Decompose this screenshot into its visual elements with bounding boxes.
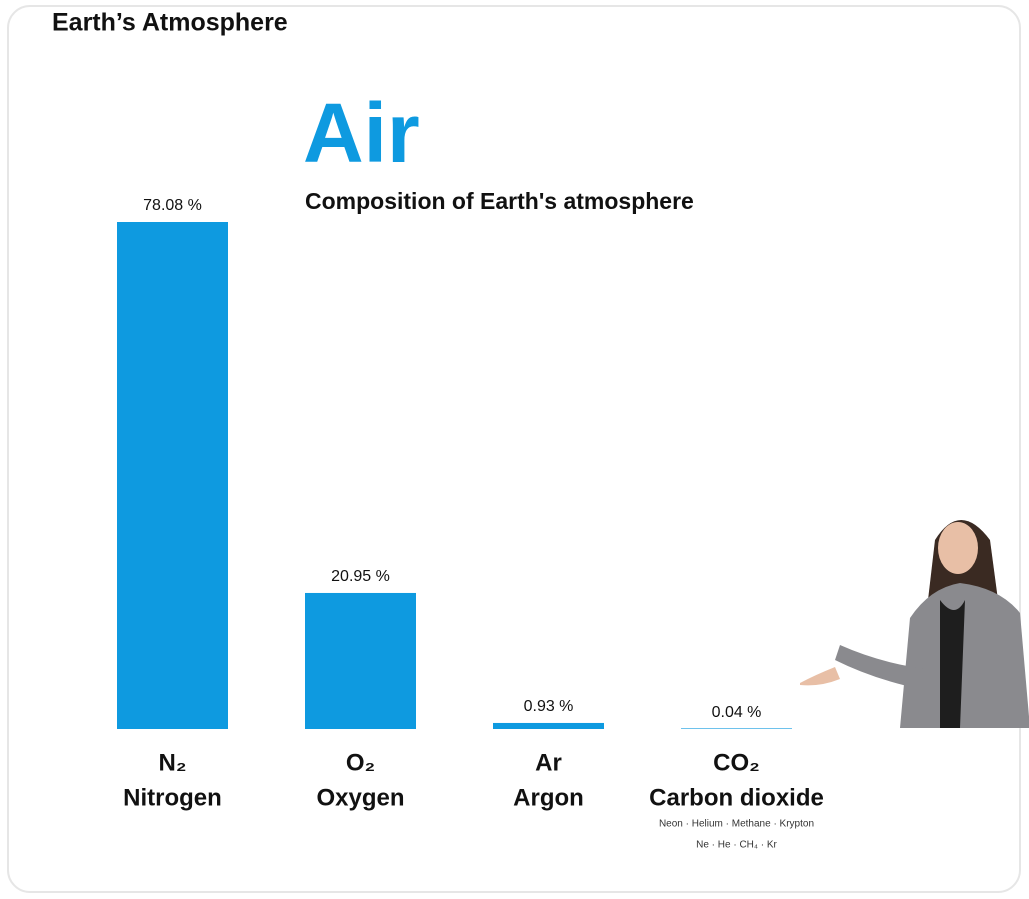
person-illustration (800, 520, 1029, 728)
annotation: Neon · Helium · Methane · Krypton (659, 819, 814, 830)
formula-label: Ar (535, 749, 562, 776)
bar (681, 728, 792, 729)
header: Earth’s Atmosphere (52, 9, 288, 37)
bar (493, 722, 604, 729)
value-label: 20.95 % (331, 568, 390, 585)
formula-label: CO₂ (713, 749, 760, 776)
chart-title: Air (303, 86, 420, 180)
chart-subtitle: Composition of Earth's atmosphere (305, 188, 694, 214)
x-tick-label: Carbon dioxide (649, 784, 824, 811)
x-tick-label: Oxygen (316, 784, 404, 811)
annotation: Ne · He · CH₄ · Kr (696, 840, 777, 851)
bar (117, 222, 228, 729)
formula-label: O₂ (346, 749, 375, 776)
value-label: 0.04 % (712, 704, 762, 721)
x-tick-label: Nitrogen (123, 784, 222, 811)
value-label: 0.93 % (524, 698, 574, 715)
card (7, 5, 1021, 893)
x-tick-label: Argon (513, 784, 584, 811)
formula-label: N₂ (159, 749, 187, 776)
bar (305, 592, 416, 729)
value-label: 78.08 % (143, 197, 202, 214)
